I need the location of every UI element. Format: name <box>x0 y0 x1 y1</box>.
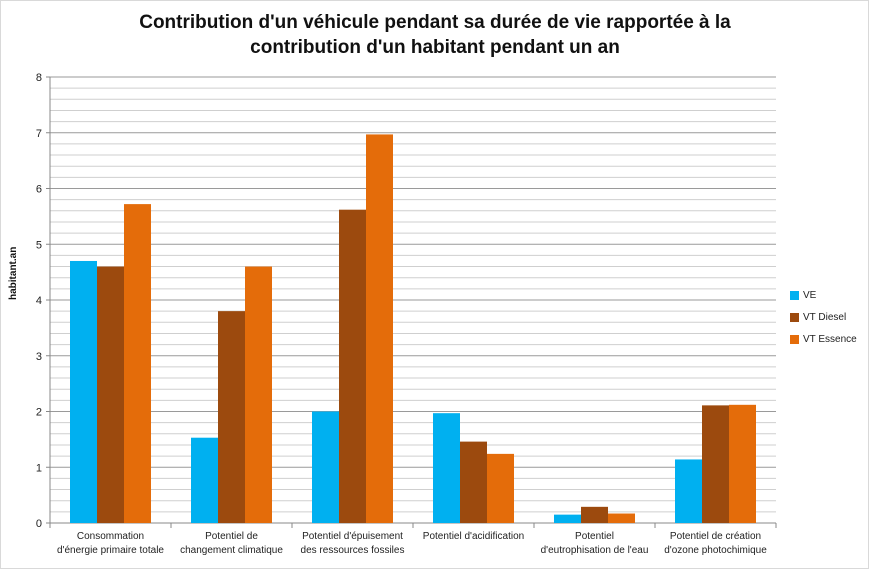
bar-vt-diesel <box>339 209 366 523</box>
bar-vt-diesel <box>581 506 608 523</box>
bar-vt-essence <box>608 513 635 523</box>
y-tick-label: 1 <box>36 462 42 474</box>
bar-vt-diesel <box>702 405 729 523</box>
x-tick-label: Potentiel de <box>205 531 258 542</box>
bar-ve <box>70 260 97 523</box>
y-tick-label: 2 <box>36 407 42 419</box>
x-tick-label: d'énergie primaire totale <box>57 545 164 556</box>
legend-item: VT Essence <box>790 328 857 350</box>
x-tick-label: Potentiel <box>575 531 614 542</box>
y-tick-label: 5 <box>36 239 42 251</box>
legend-label: VT Essence <box>803 333 857 345</box>
y-tick-label: 7 <box>36 128 42 140</box>
legend-swatch <box>790 290 799 300</box>
legend-label: VE <box>803 289 817 301</box>
bar-vt-essence <box>124 204 151 524</box>
chart-title-line-1: Contribution d'un véhicule pendant sa du… <box>139 12 731 33</box>
x-tick-label: Potentiel d'acidification <box>423 531 524 542</box>
y-tick-label: 3 <box>36 351 42 363</box>
bar-ve <box>191 437 218 523</box>
y-tick-label: 8 <box>36 72 42 84</box>
x-tick-label: d'ozone photochimique <box>664 545 767 556</box>
legend-item: VT Diesel <box>790 306 857 328</box>
bar-vt-essence <box>487 453 514 523</box>
y-tick-label: 0 <box>36 518 42 530</box>
x-tick-label: Potentiel d'épuisement <box>302 531 403 542</box>
chart-title-line-2: contribution d'un habitant pendant un an <box>250 37 620 58</box>
bar-vt-diesel <box>218 311 245 523</box>
bar-ve <box>554 514 581 523</box>
bar-vt-essence <box>366 134 393 524</box>
legend-swatch <box>790 334 799 344</box>
x-tick-label: changement climatique <box>180 545 283 556</box>
bar-ve <box>312 411 339 523</box>
bar-vt-essence <box>729 404 756 523</box>
x-tick-label: des ressources fossiles <box>301 545 405 556</box>
bar-ve <box>433 413 460 523</box>
x-tick-label: Consommation <box>77 531 144 542</box>
chart-title: Contribution d'un véhicule pendant sa du… <box>80 10 790 60</box>
bar-vt-essence <box>245 266 272 523</box>
bar-ve <box>675 459 702 523</box>
y-tick-label: 6 <box>36 184 42 196</box>
x-tick-label: d'eutrophisation de l'eau <box>541 545 649 556</box>
legend-label: VT Diesel <box>803 311 847 323</box>
y-tick-label: 4 <box>36 295 42 307</box>
x-tick-label: Potentiel de création <box>670 531 761 542</box>
bar-vt-diesel <box>460 441 487 523</box>
bar-vt-diesel <box>97 266 124 523</box>
legend: VE VT Diesel VT Essence <box>790 284 857 350</box>
legend-swatch <box>790 312 799 322</box>
legend-item: VE <box>790 284 857 306</box>
